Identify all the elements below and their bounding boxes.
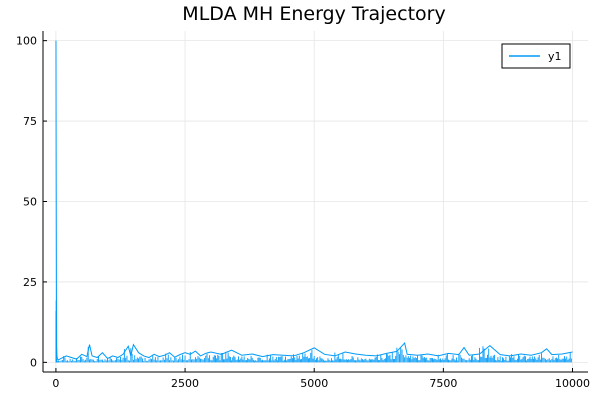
chart-title: MLDA MH Energy Trajectory xyxy=(182,3,445,25)
tick-labels: 0 2500 5000 7500 10000 0 25 50 75 100 xyxy=(16,35,590,390)
legend: y1 xyxy=(501,43,571,69)
x-tick-label-4: 10000 xyxy=(555,377,590,390)
series-noise-band-0 xyxy=(55,300,572,363)
y-tick-label-3: 75 xyxy=(23,115,37,128)
y-tick-label-4: 100 xyxy=(16,35,37,48)
x-tick-label-1: 2500 xyxy=(171,377,199,390)
y-tick-label-1: 25 xyxy=(23,276,37,289)
x-tick-label-2: 5000 xyxy=(300,377,328,390)
y-tick-label-0: 0 xyxy=(30,356,37,369)
axes xyxy=(42,31,588,373)
grid xyxy=(43,31,588,372)
x-tick-label-0: 0 xyxy=(52,377,59,390)
legend-label-0: y1 xyxy=(548,50,562,63)
y-tick-label-2: 50 xyxy=(23,196,37,209)
series xyxy=(55,40,573,363)
x-tick-label-3: 7500 xyxy=(429,377,457,390)
